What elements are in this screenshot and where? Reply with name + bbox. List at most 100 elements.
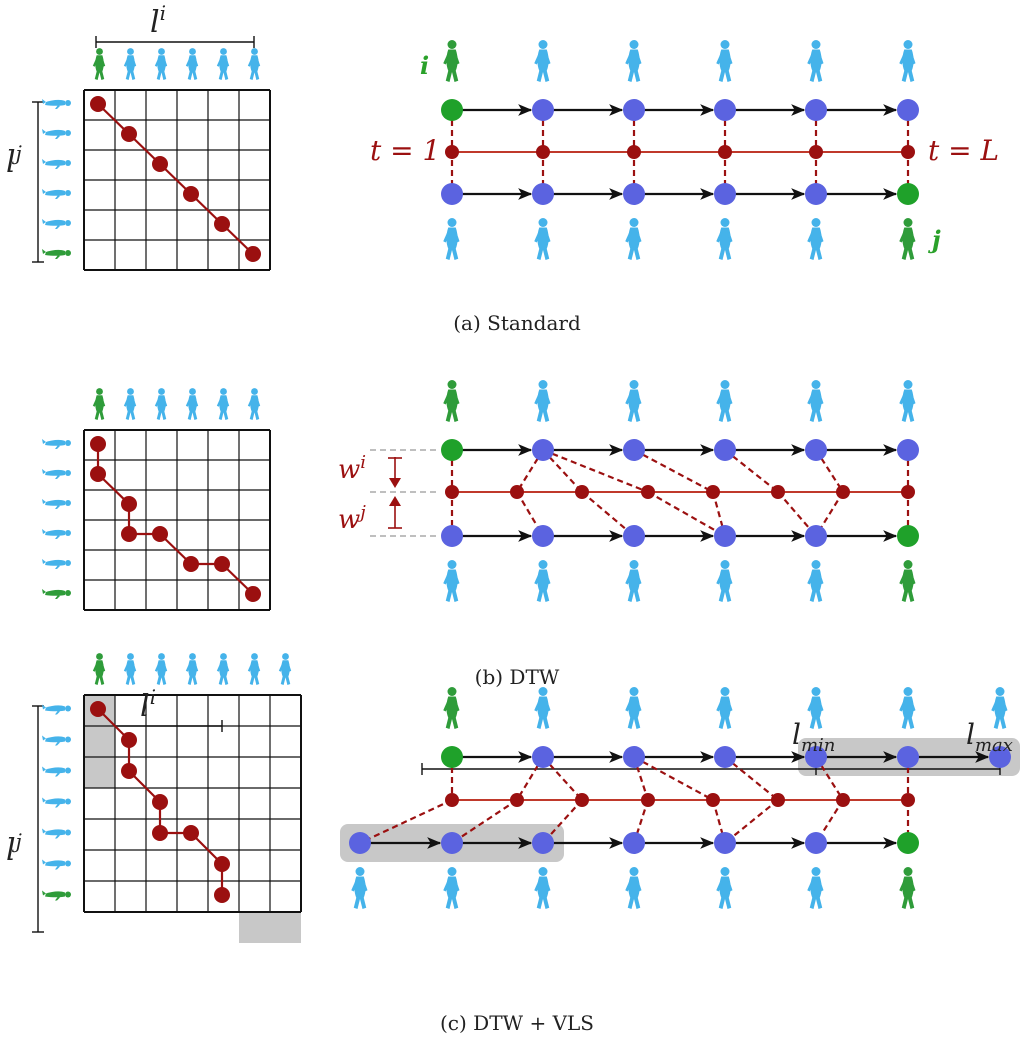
temporal-node xyxy=(445,793,459,807)
alignment-path-node xyxy=(152,526,168,542)
alignment-path-node xyxy=(214,856,230,872)
walking-person-icon xyxy=(443,380,460,422)
walking-person-icon xyxy=(899,40,916,82)
sequence-j-frame-node xyxy=(897,832,919,854)
walking-person-icon xyxy=(154,653,168,685)
walking-person-icon xyxy=(92,48,106,80)
sequence-i-frame-node xyxy=(714,439,736,461)
temporal-node xyxy=(641,793,655,807)
temporal-node xyxy=(536,145,550,159)
sequence-j-frame-node xyxy=(805,525,827,547)
walking-person-icon xyxy=(247,48,261,80)
temporal-node xyxy=(718,145,732,159)
sequence-i-frame-node xyxy=(441,99,463,121)
walking-person-icon xyxy=(123,48,137,80)
walking-person-icon xyxy=(534,867,551,909)
sequence-j-frame-node xyxy=(623,832,645,854)
alignment-link xyxy=(516,449,544,493)
alignment-link xyxy=(724,756,779,801)
sequence-i-frame-node xyxy=(441,439,463,461)
sequence-j-frame-node xyxy=(349,832,371,854)
alignment-path-node xyxy=(152,825,168,841)
walking-person-icon xyxy=(625,40,642,82)
lying-person-icon xyxy=(42,704,71,715)
lying-person-icon xyxy=(42,797,71,808)
label-wi: wi xyxy=(338,452,366,485)
wj-arrowhead xyxy=(389,496,401,506)
walking-person-icon xyxy=(625,560,642,602)
walking-person-icon xyxy=(807,218,824,260)
sequence-i-frame-node xyxy=(623,439,645,461)
lying-person-icon xyxy=(42,766,71,777)
alignment-path-node xyxy=(121,126,137,142)
lying-person-icon xyxy=(42,469,71,479)
label-t-end: t = L xyxy=(928,134,999,167)
lying-person-icon xyxy=(42,735,71,746)
alignment-path-node xyxy=(90,96,106,112)
alignment-link xyxy=(633,449,714,493)
alignment-link xyxy=(633,756,714,801)
label-j: j xyxy=(928,225,941,254)
sequence-j-frame-node xyxy=(897,525,919,547)
sequence-i-frame-node xyxy=(897,439,919,461)
walking-person-icon xyxy=(716,218,733,260)
walking-person-icon xyxy=(899,687,916,729)
sequence-i-frame-node xyxy=(805,746,827,768)
sequence-j-frame-node xyxy=(805,832,827,854)
alignment-path-node xyxy=(183,556,199,572)
panel-dtw-vls xyxy=(32,653,1020,943)
alignment-path-node xyxy=(183,186,199,202)
walking-person-icon xyxy=(123,653,137,685)
walking-person-icon xyxy=(534,218,551,260)
sequence-j-frame-node xyxy=(805,183,827,205)
alignment-link xyxy=(724,799,779,844)
walking-person-icon xyxy=(625,218,642,260)
label-i: i xyxy=(420,51,429,80)
sequence-i-frame-node xyxy=(532,439,554,461)
alignment-grid xyxy=(42,653,302,943)
panel-dtw xyxy=(42,380,919,611)
alignment-path-node xyxy=(245,246,261,262)
alignment-link xyxy=(359,799,453,844)
temporal-node xyxy=(809,145,823,159)
temporal-node xyxy=(445,485,459,499)
caption-standard: (a) Standard xyxy=(453,311,581,335)
walking-person-icon xyxy=(92,653,106,685)
sequence-j-frame-node xyxy=(714,183,736,205)
walking-person-icon xyxy=(216,653,230,685)
walking-person-icon xyxy=(443,687,460,729)
label-lmin: lmin xyxy=(792,718,835,756)
walking-person-icon xyxy=(807,687,824,729)
temporal-node xyxy=(445,145,459,159)
walking-person-icon xyxy=(154,48,168,80)
alignment-link xyxy=(711,799,727,844)
walking-person-icon xyxy=(899,867,916,909)
sequence-i-frame-node xyxy=(532,746,554,768)
walking-person-icon xyxy=(216,388,230,420)
walking-person-icon xyxy=(443,560,460,602)
temporal-node xyxy=(771,793,785,807)
temporal-node xyxy=(641,485,655,499)
walking-person-icon xyxy=(247,653,261,685)
walking-person-icon xyxy=(443,867,460,909)
temporal-node xyxy=(575,485,589,499)
walking-person-icon xyxy=(991,687,1008,729)
walking-person-icon xyxy=(185,388,199,420)
alignment-path-node xyxy=(121,526,137,542)
sequence-i-frame-node xyxy=(532,99,554,121)
walking-person-icon xyxy=(534,560,551,602)
alignment-path-node xyxy=(214,556,230,572)
alignment-path-node xyxy=(90,436,106,452)
alignment-grid xyxy=(42,388,271,611)
walking-person-icon xyxy=(716,40,733,82)
alignment-link xyxy=(581,491,635,537)
sequence-j-frame-node xyxy=(532,832,554,854)
alignment-link xyxy=(647,491,726,537)
walking-person-icon xyxy=(716,560,733,602)
walking-person-icon xyxy=(443,40,460,82)
lying-person-icon xyxy=(42,159,71,169)
temporal-node xyxy=(510,485,524,499)
temporal-node xyxy=(627,145,641,159)
lying-person-icon xyxy=(42,859,71,870)
